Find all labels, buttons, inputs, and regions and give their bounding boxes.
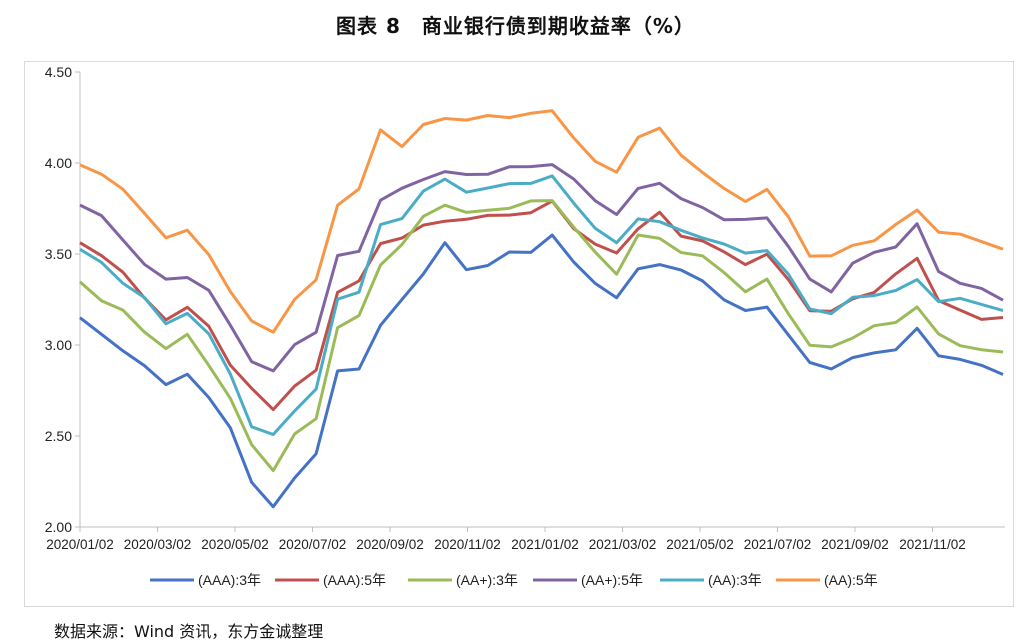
series-line-6	[79, 109, 1004, 334]
series-line-4	[79, 163, 1004, 373]
series-line-1	[79, 233, 1004, 509]
x-tick-label: 2021/09/02	[821, 537, 889, 552]
x-tick-label: 2020/11/02	[434, 537, 501, 552]
x-tick-label: 2020/09/02	[356, 537, 424, 552]
series-line-5	[79, 174, 1004, 436]
y-tick-label: 3.00	[45, 337, 72, 353]
legend-label: (AAA):5年	[323, 572, 386, 588]
series-line-3	[79, 199, 1004, 473]
legend-label: (AA+):3年	[456, 572, 518, 588]
y-tick-label: 4.00	[45, 155, 72, 171]
legend-label: (AA+):5年	[581, 572, 643, 588]
x-tick-label: 2021/07/02	[744, 537, 812, 552]
legend-label: (AAA):3年	[198, 572, 261, 588]
chart-frame	[24, 61, 1014, 607]
x-tick-label: 2021/01/02	[511, 537, 579, 552]
x-tick-label: 2021/03/02	[589, 537, 657, 552]
data-source-note: 数据来源：Wind 资讯，东方金诚整理	[54, 622, 324, 641]
y-tick-label: 4.50	[45, 64, 72, 80]
x-tick-label: 2020/01/02	[46, 537, 114, 552]
x-tick-label: 2021/05/02	[666, 537, 734, 552]
line-chart: 2.00 2.50 3.00 3.50 4.00 4.50 2020/01/02 2020/0…	[45, 64, 1005, 588]
x-tick-label: 2020/07/02	[279, 537, 347, 552]
x-tick-label: 2020/05/02	[201, 537, 269, 552]
y-tick-label: 3.50	[45, 246, 72, 262]
y-tick-label: 2.00	[45, 519, 72, 535]
x-tick-label: 2021/11/02	[899, 537, 966, 552]
legend-label: (AA):5年	[824, 572, 878, 588]
chart-title: 图表 8 商业银行债到期收益率（%）	[336, 14, 695, 38]
x-tick-label: 2020/03/02	[124, 537, 192, 552]
legend-label: (AA):3年	[708, 572, 762, 588]
y-tick-label: 2.50	[45, 428, 72, 444]
